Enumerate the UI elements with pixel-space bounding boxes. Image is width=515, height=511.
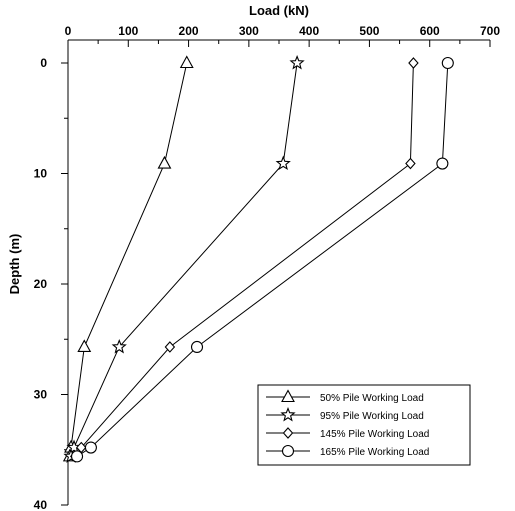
series-diamond [69, 57, 419, 463]
data-point-star [289, 54, 305, 70]
series-circle [70, 56, 454, 463]
x-axis: 0 100 200 300 400 500 600 700 [65, 24, 500, 47]
legend-marker-diamond [282, 427, 294, 439]
legend-marker-triangle [281, 389, 295, 403]
legend-label: 145% Pile Working Load [320, 429, 429, 440]
data-point-circle [441, 56, 454, 70]
legend-label: 50% Pile Working Load [320, 393, 424, 404]
x-tick-label: 300 [239, 24, 259, 38]
data-point-circle [84, 441, 97, 454]
data-point-diamond [408, 57, 419, 69]
x-tick-label: 600 [420, 24, 440, 38]
legend-item: 145% Pile Working Load [266, 427, 429, 440]
data-point-circle [190, 340, 204, 354]
y-tick-label: 30 [34, 388, 48, 402]
y-tick-label: 40 [34, 498, 48, 511]
legend-marker-star [280, 406, 296, 422]
legend-label: 165% Pile Working Load [320, 447, 429, 458]
x-tick-label: 0 [65, 24, 72, 38]
y-tick-label: 20 [34, 277, 48, 291]
legend-label: 95% Pile Working Load [320, 411, 424, 422]
data-point-triangle [179, 55, 194, 69]
data-point-circle [436, 157, 449, 170]
y-tick-label: 10 [34, 167, 48, 181]
legend-item: 165% Pile Working Load [266, 444, 429, 458]
data-point-triangle [157, 155, 172, 169]
x-tick-label: 400 [299, 24, 319, 38]
data-point-circle [70, 450, 84, 463]
x-tick-label: 500 [359, 24, 379, 38]
series-star [63, 54, 305, 463]
data-point-triangle [77, 339, 92, 353]
y-tick-label: 0 [40, 56, 47, 70]
series-line [69, 62, 188, 457]
legend-item: 95% Pile Working Load [266, 406, 424, 422]
x-tick-label: 700 [480, 24, 500, 38]
x-tick-label: 200 [179, 24, 199, 38]
legend-item: 50% Pile Working Load [266, 389, 424, 404]
x-axis-title: Load (kN) [249, 3, 309, 18]
legend: 50% Pile Working Load 95% Pile Working Lo… [257, 384, 471, 466]
x-tick-label: 100 [118, 24, 138, 38]
data-point-star [275, 155, 291, 171]
series-layer [62, 54, 454, 463]
data-point-diamond [164, 341, 176, 353]
y-axis: 0 10 20 30 40 [34, 40, 69, 511]
y-axis-title: Depth (m) [7, 234, 22, 295]
series-triangle [62, 55, 194, 462]
data-point-diamond [405, 157, 416, 170]
legend-marker-circle [281, 444, 295, 458]
data-point-star [111, 338, 127, 354]
